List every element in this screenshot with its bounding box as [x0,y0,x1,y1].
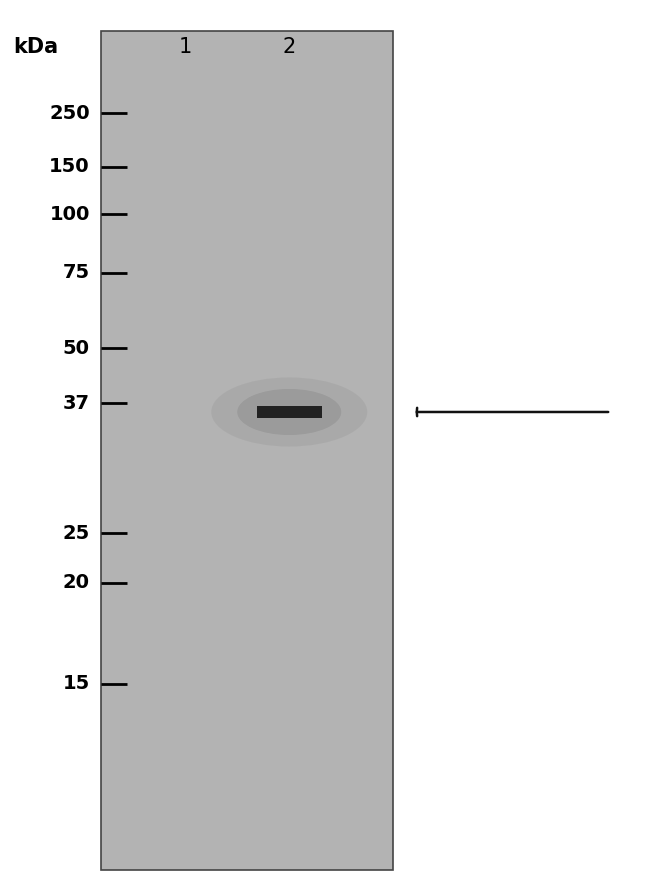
Ellipse shape [237,389,341,435]
Text: 15: 15 [62,674,90,694]
Ellipse shape [211,377,367,447]
Text: 50: 50 [62,338,90,358]
Text: 75: 75 [62,263,90,283]
Text: 25: 25 [62,524,90,543]
Text: 1: 1 [179,37,192,58]
Text: 150: 150 [49,157,90,176]
Text: 20: 20 [62,573,90,593]
Text: kDa: kDa [13,37,58,58]
Bar [101,31,393,870]
Text: 100: 100 [49,205,90,224]
Text: 250: 250 [49,104,90,123]
Text: 37: 37 [62,393,90,413]
Bar [257,406,322,417]
Text: 2: 2 [283,37,296,58]
